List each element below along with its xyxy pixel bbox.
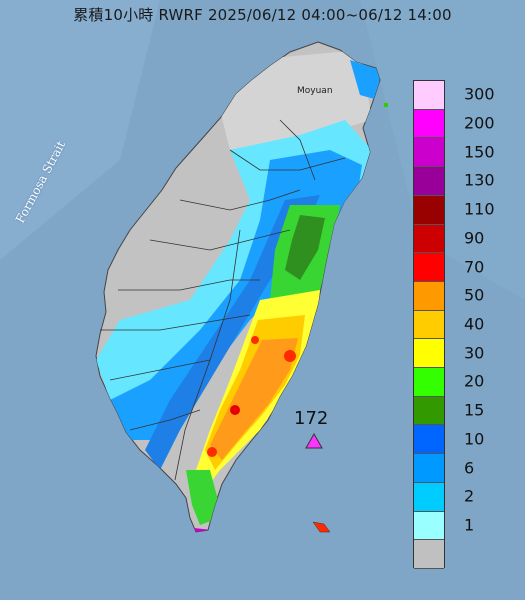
- rain-zone-15: [285, 215, 325, 280]
- lanyu-island: [312, 521, 331, 533]
- legend-swatch: [414, 425, 444, 455]
- legend-label: 70: [464, 257, 485, 277]
- sea-shading: [0, 0, 160, 260]
- legend-swatch: [414, 454, 444, 483]
- legend-colorbar: [413, 80, 445, 569]
- legend-label: 6: [464, 458, 475, 478]
- legend-swatch: [414, 81, 444, 110]
- legend-swatch: [414, 109, 444, 139]
- city-label: Moyuan: [297, 86, 333, 96]
- northeast-rain: [350, 60, 380, 100]
- legend-swatch: [414, 368, 444, 397]
- legend-swatch: [414, 310, 444, 340]
- legend-swatch: [414, 511, 444, 541]
- legend-label: 90: [464, 228, 485, 248]
- legend-swatch: [414, 224, 444, 254]
- legend-label: 200: [464, 113, 495, 133]
- legend-label: 15: [464, 400, 485, 420]
- rain-spot-70: [284, 350, 296, 362]
- legend-label: 30: [464, 343, 485, 363]
- station-marker: [305, 432, 323, 449]
- legend-label: 1: [464, 515, 475, 535]
- legend-label: 110: [464, 199, 495, 219]
- legend-label: 2: [464, 486, 475, 506]
- county-boundaries: [100, 119, 346, 481]
- legend-label: 300: [464, 84, 495, 104]
- legend-label: 50: [464, 285, 485, 305]
- legend-swatch: [414, 482, 444, 512]
- legend-label: 10: [464, 429, 485, 449]
- guishan-island: [384, 103, 388, 107]
- rain-zone-50: [210, 338, 298, 460]
- legend-label: 20: [464, 371, 485, 391]
- legend-swatch: [414, 396, 444, 426]
- map-title: 累積10小時 RWRF 2025/06/12 04:00~06/12 14:00: [73, 6, 452, 24]
- legend-swatch: [414, 281, 444, 311]
- legend-swatch: [414, 167, 444, 196]
- legend-swatch: [414, 253, 444, 282]
- south-tip-green: [186, 470, 218, 525]
- legend-swatch: [414, 339, 444, 369]
- legend-label: 130: [464, 170, 495, 190]
- legend-swatch: [414, 540, 444, 569]
- station-value: 172: [294, 408, 329, 429]
- legend-label: 40: [464, 314, 485, 334]
- legend-label: 150: [464, 142, 495, 162]
- legend-swatch: [414, 138, 444, 168]
- legend-swatch: [414, 195, 444, 225]
